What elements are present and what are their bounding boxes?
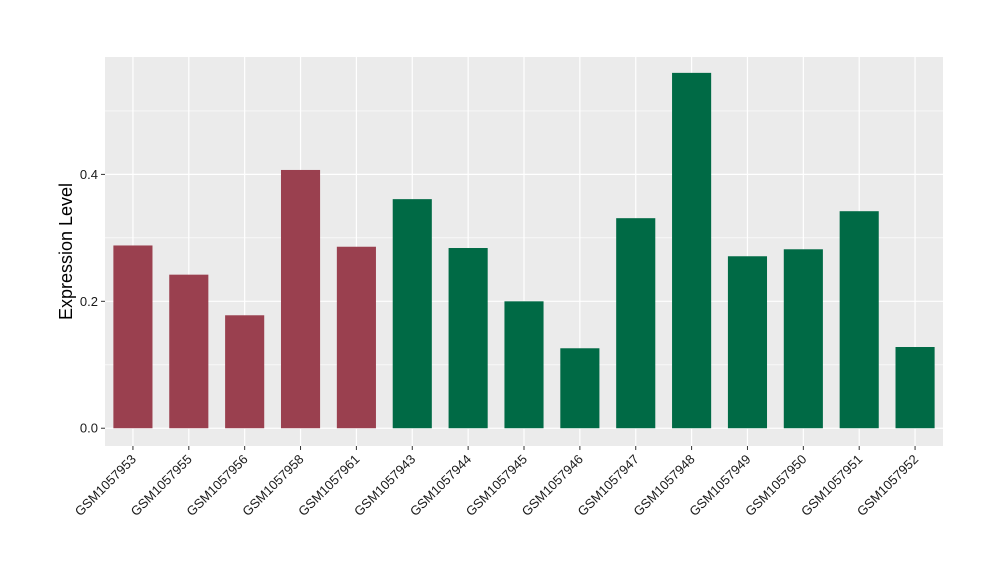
bar	[336, 246, 376, 429]
bar	[280, 169, 321, 429]
x-axis: GSM1057953GSM1057955GSM1057956GSM1057958…	[72, 446, 921, 519]
bar	[783, 249, 823, 429]
y-axis-title: Expression Level	[56, 183, 76, 320]
y-tick-label: 0.0	[80, 421, 98, 436]
bar	[225, 315, 265, 429]
bars	[113, 72, 935, 429]
y-tick-label: 0.4	[80, 167, 98, 182]
bar	[504, 301, 544, 429]
bar	[560, 348, 600, 429]
bar	[113, 245, 153, 429]
bar	[672, 72, 712, 429]
bar	[839, 211, 879, 429]
bar	[727, 256, 768, 429]
bar	[616, 218, 656, 429]
bar	[448, 248, 488, 429]
bar	[895, 347, 935, 429]
y-axis: 0.0 0.2 0.4	[80, 167, 105, 436]
bar	[169, 274, 209, 429]
y-tick-label: 0.2	[80, 294, 98, 309]
bar	[392, 199, 432, 429]
